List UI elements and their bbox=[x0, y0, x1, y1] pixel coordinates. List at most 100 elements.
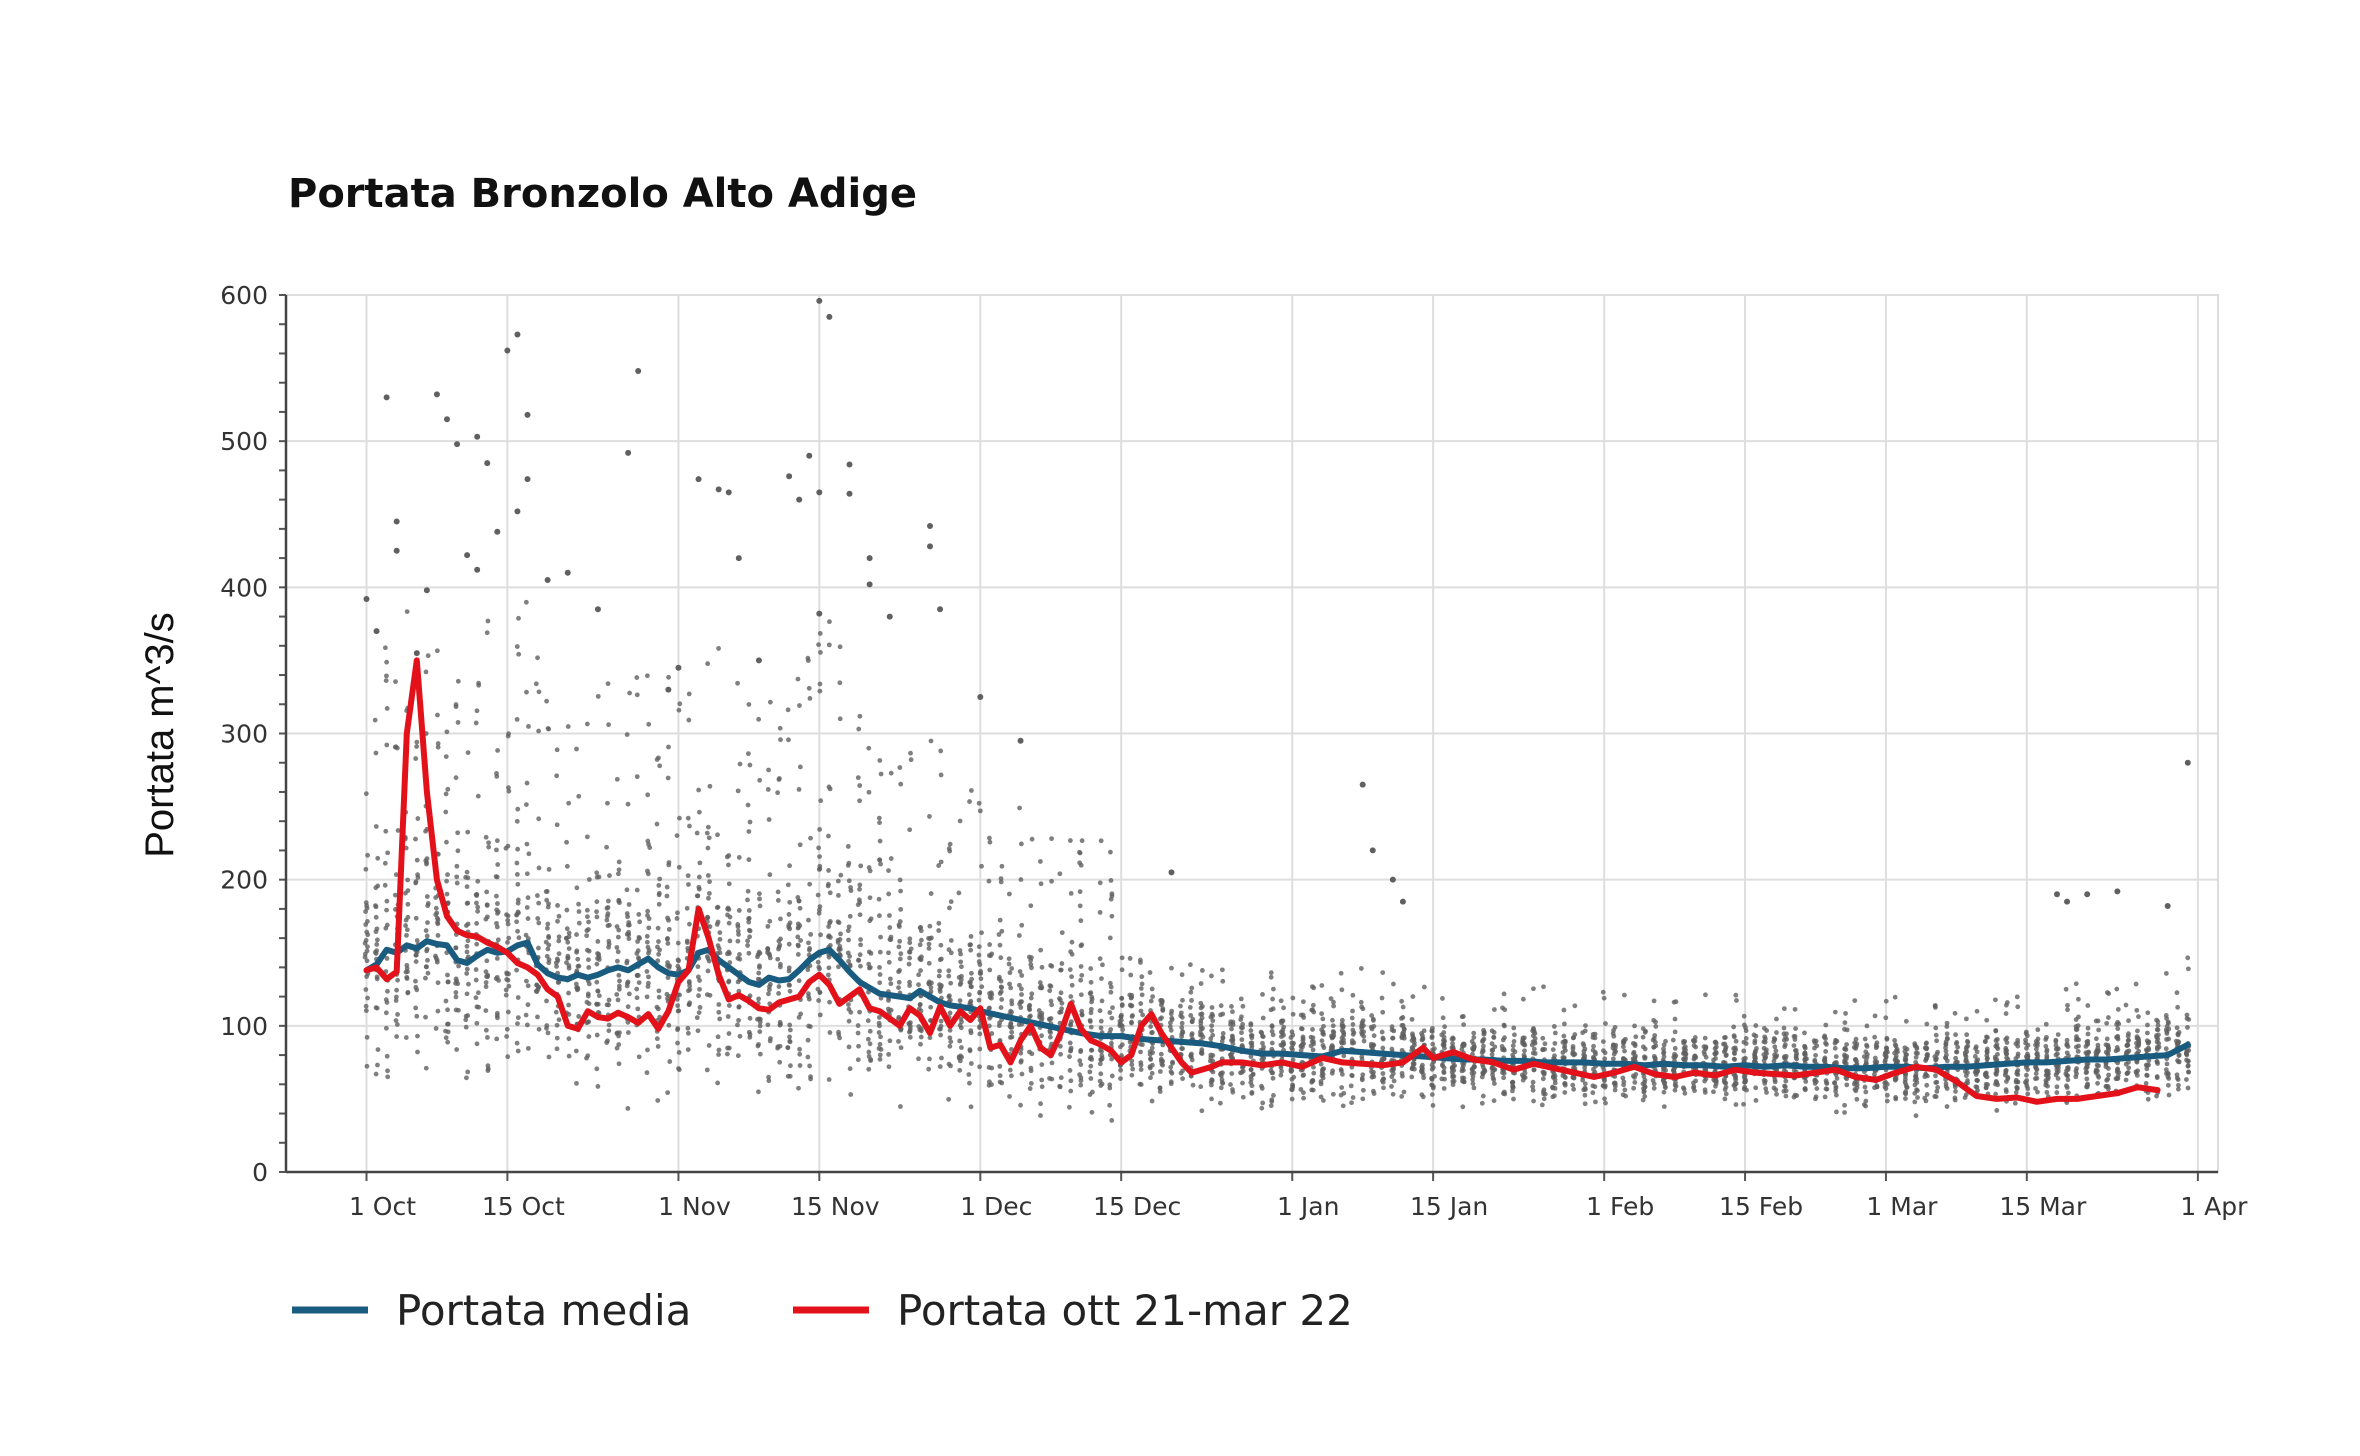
scatter-point-outlier bbox=[363, 596, 370, 603]
scatter-point bbox=[1310, 1002, 1316, 1008]
scatter-point bbox=[1389, 1024, 1395, 1030]
scatter-point bbox=[1088, 979, 1094, 985]
scatter-point bbox=[576, 901, 581, 907]
scatter-point bbox=[1149, 1098, 1155, 1104]
scatter-point bbox=[2035, 1027, 2041, 1033]
scatter-point bbox=[1380, 1071, 1386, 1076]
scatter-point bbox=[1331, 999, 1336, 1005]
scatter-point bbox=[1281, 1005, 1286, 1011]
scatter-point bbox=[1510, 1088, 1515, 1094]
scatter-point bbox=[786, 965, 792, 971]
scatter-point bbox=[1009, 1034, 1015, 1040]
scatter-point bbox=[717, 1016, 723, 1022]
scatter-point bbox=[1079, 972, 1085, 978]
scatter-point bbox=[554, 1035, 560, 1041]
scatter-point bbox=[1470, 1051, 1475, 1057]
scatter-point bbox=[1492, 1044, 1498, 1050]
scatter-point bbox=[443, 1035, 449, 1041]
scatter-point bbox=[1100, 962, 1105, 968]
scatter-point bbox=[413, 915, 419, 921]
scatter-point bbox=[807, 1063, 812, 1069]
scatter-point bbox=[1972, 1054, 1978, 1059]
scatter-point bbox=[1944, 1024, 1950, 1029]
scatter-point bbox=[675, 1008, 681, 1014]
scatter-point bbox=[1782, 1084, 1788, 1090]
scatter-point bbox=[927, 1035, 933, 1041]
scatter-point bbox=[1441, 1086, 1447, 1091]
scatter-point bbox=[1078, 977, 1084, 983]
scatter-point bbox=[586, 1034, 592, 1039]
scatter-point bbox=[414, 1013, 420, 1019]
scatter-point bbox=[443, 1028, 448, 1034]
scatter-point bbox=[466, 981, 471, 987]
scatter-point bbox=[806, 685, 812, 691]
scatter-point bbox=[846, 1006, 852, 1012]
scatter-point bbox=[546, 1054, 552, 1060]
scatter-point bbox=[1570, 1082, 1576, 1088]
scatter-point bbox=[937, 989, 943, 994]
scatter-point bbox=[948, 1063, 953, 1069]
scatter-point bbox=[1682, 1090, 1688, 1096]
scatter-point bbox=[967, 1080, 972, 1086]
scatter-point bbox=[635, 1006, 641, 1012]
scatter-point bbox=[626, 1030, 631, 1035]
scatter-point bbox=[786, 912, 792, 917]
scatter-point bbox=[616, 1061, 622, 1067]
scatter-point bbox=[1088, 1063, 1094, 1069]
scatter-point bbox=[684, 905, 690, 911]
scatter-point bbox=[787, 1034, 792, 1040]
scatter-point bbox=[826, 642, 832, 648]
scatter-point bbox=[1711, 1089, 1716, 1095]
scatter-point bbox=[877, 838, 883, 844]
scatter-point bbox=[515, 806, 521, 812]
scatter-point bbox=[696, 993, 701, 999]
scatter-point bbox=[566, 990, 571, 996]
scatter-point bbox=[767, 699, 773, 705]
scatter-point bbox=[1932, 1004, 1938, 1010]
scatter-point bbox=[987, 835, 992, 841]
scatter-point bbox=[737, 952, 742, 957]
scatter-point bbox=[1311, 1064, 1316, 1070]
scatter-point bbox=[554, 964, 559, 969]
x-tick-label: 1 Apr bbox=[2180, 1192, 2248, 1221]
scatter-point bbox=[1853, 1036, 1859, 1042]
scatter-point bbox=[845, 950, 851, 956]
scatter-point bbox=[1944, 1031, 1950, 1037]
scatter-point bbox=[877, 857, 883, 863]
scatter-point bbox=[1673, 1053, 1679, 1059]
scatter-point bbox=[886, 997, 891, 1003]
scatter-point bbox=[916, 982, 921, 988]
scatter-point bbox=[888, 856, 894, 861]
scatter-point bbox=[525, 983, 531, 989]
scatter-point bbox=[907, 955, 913, 961]
scatter-point bbox=[1039, 1033, 1044, 1039]
scatter-point bbox=[1771, 1039, 1777, 1045]
scatter-point bbox=[1741, 1101, 1746, 1107]
scatter-point bbox=[1198, 981, 1204, 986]
scatter-point bbox=[1864, 1023, 1870, 1029]
scatter-point bbox=[1491, 1081, 1497, 1086]
scatter-point bbox=[1773, 1048, 1779, 1054]
scatter-point bbox=[506, 935, 512, 941]
scatter-point-outlier bbox=[1168, 869, 1175, 876]
scatter-point-outlier bbox=[846, 490, 853, 497]
scatter-point bbox=[394, 1022, 400, 1027]
scatter-point bbox=[2163, 1067, 2169, 1073]
scatter-point bbox=[705, 661, 711, 667]
scatter-point bbox=[878, 861, 883, 867]
scatter-point bbox=[1732, 1072, 1738, 1078]
scatter-point bbox=[2014, 994, 2020, 1000]
scatter-point bbox=[1632, 1043, 1638, 1049]
scatter-point bbox=[1673, 1080, 1678, 1086]
scatter-point bbox=[1078, 1075, 1084, 1081]
scatter-point bbox=[383, 1010, 389, 1016]
scatter-point bbox=[1127, 1002, 1133, 1008]
scatter-point bbox=[1692, 1053, 1697, 1059]
scatter-point bbox=[815, 986, 821, 992]
scatter-point bbox=[515, 1021, 520, 1026]
scatter-point bbox=[626, 991, 632, 997]
scatter-point bbox=[1358, 966, 1364, 971]
scatter-point bbox=[1571, 1074, 1577, 1080]
scatter-point bbox=[1832, 1080, 1838, 1086]
scatter-point bbox=[2053, 1039, 2059, 1044]
